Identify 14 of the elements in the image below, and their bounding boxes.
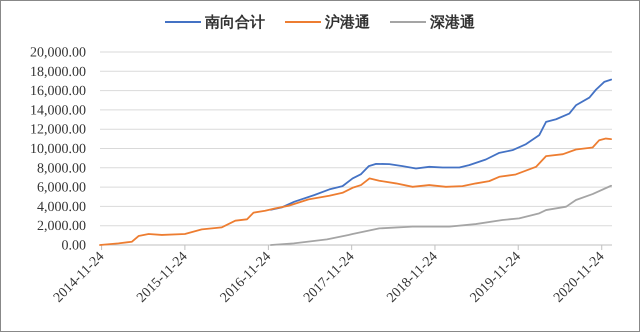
y-tick-label: 18,000.00 [30, 64, 86, 80]
y-tick-label: 14,000.00 [30, 103, 86, 118]
y-tick-label: 20,000.00 [30, 46, 86, 60]
y-tick-label: 12,000.00 [30, 122, 86, 138]
y-tick-label: 16,000.00 [30, 84, 86, 100]
y-tick-label: 8,000.00 [37, 161, 86, 176]
y-tick-label: 6,000.00 [37, 180, 86, 196]
y-tick-label: 2,000.00 [37, 219, 86, 234]
y-tick-label: 4,000.00 [37, 200, 86, 215]
legend-label: 南向合计 [204, 14, 265, 31]
y-tick-label: 0.00 [62, 238, 86, 254]
legend-label: 沪港通 [324, 13, 371, 31]
y-tick-label: 10,000.00 [30, 142, 86, 157]
legend-label: 深港通 [429, 14, 476, 31]
